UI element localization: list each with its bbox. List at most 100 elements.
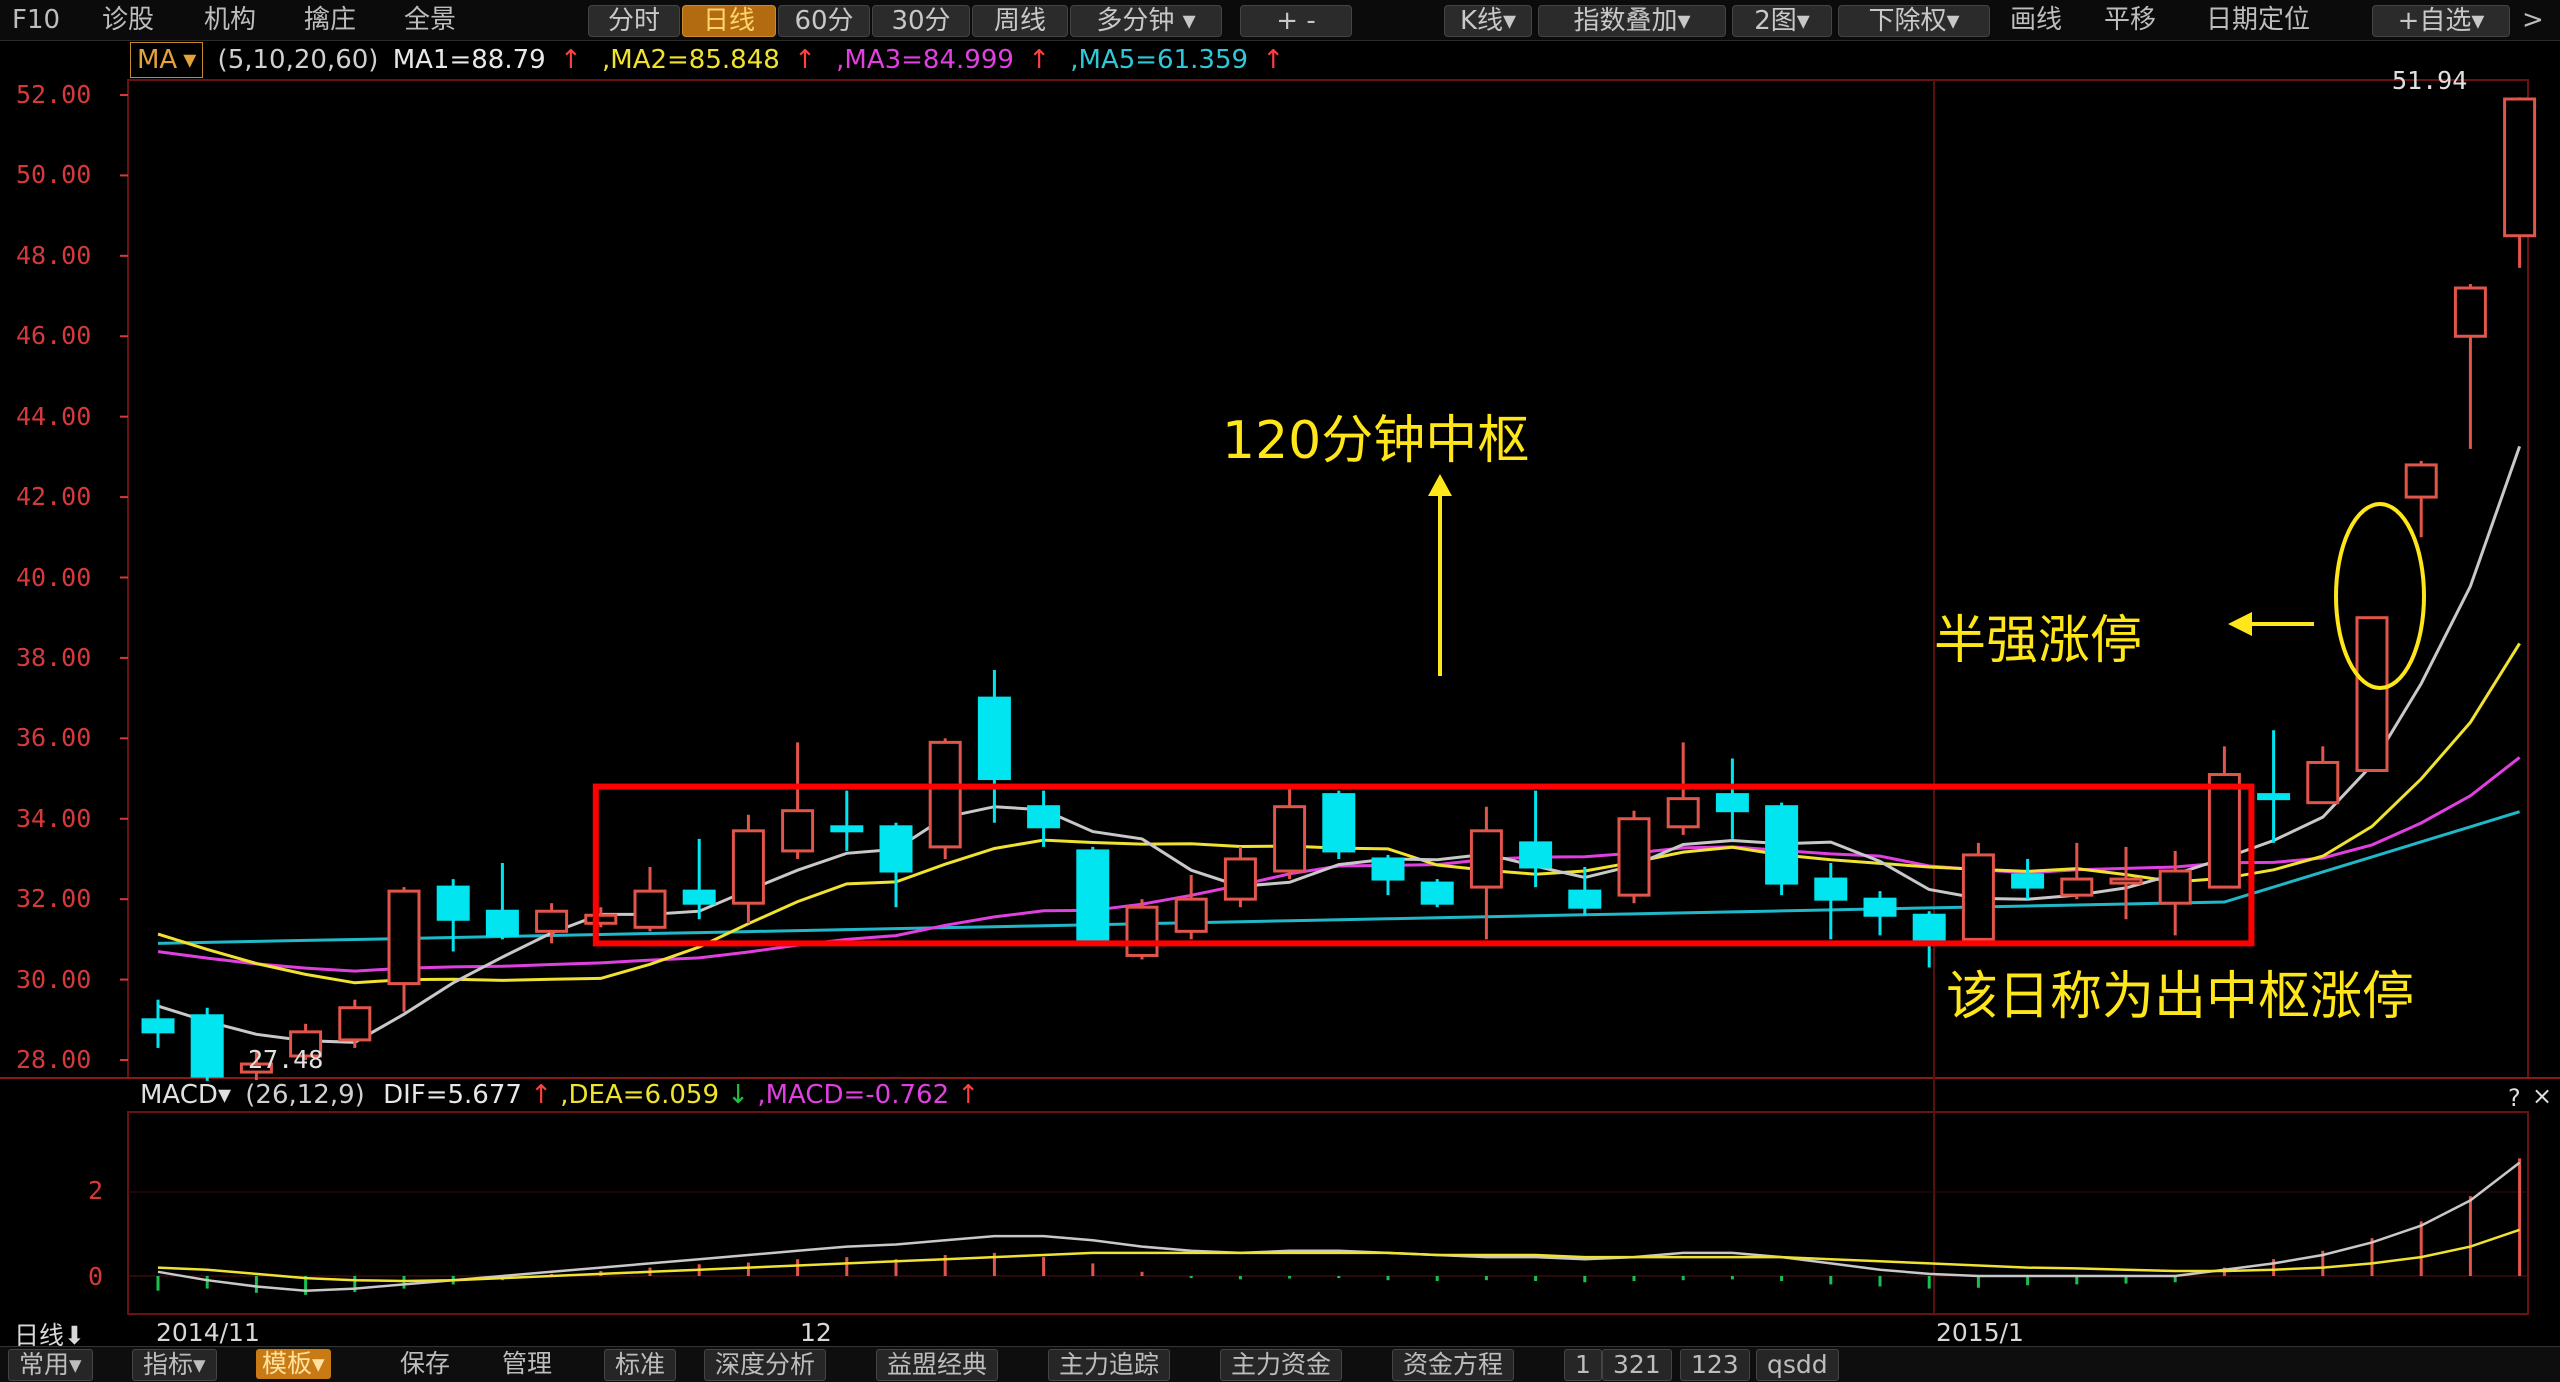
date-locate-button[interactable]: 日期定位 [2206, 5, 2311, 35]
candle-up [1174, 897, 1208, 933]
ma-params: (5,10,20,60) [217, 45, 379, 75]
ma-selector[interactable]: MA ▾ [130, 42, 204, 78]
tab-classic[interactable]: 益盟经典 [876, 1349, 999, 1381]
price-axis-label: 32.00 [16, 884, 92, 914]
two-chart-dropdown[interactable]: 2图▾ [1732, 5, 1832, 37]
candle-down [977, 696, 1011, 781]
diagnose-button[interactable]: 诊股 [102, 5, 155, 35]
tab-30min[interactable]: 30分 [872, 5, 970, 37]
tab-1[interactable]: 1 [1564, 1349, 1602, 1381]
candle-up [2453, 286, 2487, 338]
ex-rights-dropdown[interactable]: 下除权▾ [1838, 5, 1990, 37]
candle-up [584, 913, 618, 925]
panorama-button[interactable]: 全景 [404, 5, 457, 35]
chevron-down-icon: ▾ [1796, 6, 1810, 36]
candle-down [1715, 793, 1749, 813]
tab-60min[interactable]: 60分 [778, 5, 870, 37]
tab-321[interactable]: 321 [1602, 1349, 1672, 1381]
candle-down [1076, 849, 1110, 941]
price-axis-label: 34.00 [16, 803, 92, 833]
candle-down [1027, 805, 1061, 829]
index-overlay-dropdown[interactable]: 指数叠加▾ [1538, 5, 1726, 37]
half-strong-annotation: 半强涨停 [1934, 611, 2143, 671]
price-axis-label: 44.00 [16, 401, 92, 431]
date-label-nov: 2014/11 [156, 1318, 260, 1347]
pan-button[interactable]: 平移 [2104, 5, 2157, 35]
candle-down [1322, 793, 1356, 853]
date-label-dec: 12 [800, 1318, 832, 1347]
tab-main-funds[interactable]: 主力资金 [1220, 1349, 1343, 1381]
tab-main-track[interactable]: 主力追踪 [1048, 1349, 1171, 1381]
tab-daily[interactable]: 日线 [682, 5, 776, 37]
dif-value: DIF=5.677 ↑ [383, 1080, 552, 1110]
price-axis-label: 28.00 [16, 1045, 92, 1074]
candle-down [1420, 881, 1454, 905]
candle-down [2011, 873, 2045, 889]
macd-params: (26,12,9) [245, 1080, 365, 1110]
help-icon[interactable]: ? [2508, 1084, 2521, 1112]
institution-button[interactable]: 机构 [204, 5, 257, 35]
candle-down [1814, 877, 1848, 901]
top-toolbar: F10 诊股 机构 擒庄 全景 分时 日线 60分 30分 周线 多分钟 ▾ +… [0, 0, 2560, 41]
tab-fund-equation[interactable]: 资金方程 [1392, 1349, 1515, 1381]
tab-qsdd[interactable]: qsdd [1756, 1349, 1839, 1381]
candles [141, 97, 2537, 1081]
candle-up [387, 889, 421, 986]
tab-weekly[interactable]: 周线 [972, 5, 1068, 37]
manage-button[interactable]: 管理 [502, 1349, 553, 1378]
tab-standard[interactable]: 标准 [604, 1349, 677, 1381]
kline-chart[interactable] [0, 0, 2560, 1346]
price-low-marker: 27.48 [248, 1045, 324, 1074]
bottom-toolbar: 常用▾ 指标▾ 模板▾ 保存 管理 标准 深度分析 益盟经典 主力追踪 主力资金… [0, 1346, 2560, 1382]
tab-deep-analysis[interactable]: 深度分析 [704, 1349, 827, 1381]
candle-down [1568, 889, 1602, 909]
candle-down [141, 1018, 175, 1034]
price-axis-label: 48.00 [16, 240, 92, 270]
candle-up [289, 1030, 323, 1058]
price-axis-label: 46.00 [16, 321, 92, 351]
price-high-marker: 51.94 [2392, 66, 2468, 95]
save-button[interactable]: 保存 [400, 1349, 451, 1378]
candle-down [1863, 897, 1897, 917]
candle-down [436, 885, 470, 921]
macd-panel-frame [127, 1111, 2529, 1315]
chevron-down-icon: ▾ [1503, 6, 1517, 36]
macd-axis-label-2: 2 [88, 1176, 104, 1205]
period-indicator[interactable]: 日线⬇ [14, 1321, 85, 1350]
dealer-button[interactable]: 擒庄 [304, 5, 357, 35]
tab-common[interactable]: 常用▾ [8, 1349, 93, 1381]
price-axis-label: 52.00 [16, 80, 92, 109]
macd-selector[interactable]: MACD▾ [140, 1080, 231, 1110]
candle-down [830, 825, 864, 833]
candle-up [2355, 616, 2389, 772]
f10-button[interactable]: F10 [12, 5, 61, 35]
tab-intraday[interactable]: 分时 [588, 5, 680, 37]
collapse-button[interactable]: > [2522, 5, 2544, 35]
tab-template[interactable]: 模板▾ [256, 1349, 331, 1379]
pivot-annotation: 120分钟中枢 [1222, 411, 1530, 471]
ma3-value: ,MA3=84.999 ↑ [836, 45, 1050, 75]
kline-dropdown[interactable]: K线▾ [1444, 5, 1532, 37]
half-strong-arrow-head [2228, 612, 2252, 636]
add-watchlist-dropdown[interactable]: +自选▾ [2372, 5, 2510, 37]
candle-up [239, 1062, 273, 1074]
candle-up [633, 889, 667, 929]
close-icon[interactable]: × [2532, 1082, 2553, 1110]
candle-up [1666, 797, 1700, 829]
chevron-down-icon: ▾ [1677, 6, 1691, 36]
arrow-down-icon: ⬇ [64, 1321, 85, 1350]
zoom-button[interactable]: + - [1240, 5, 1352, 37]
candle-up [1617, 817, 1651, 897]
tab-indicators[interactable]: 指标▾ [132, 1349, 217, 1381]
pivot-zone-frame [592, 783, 2255, 947]
tab-123[interactable]: 123 [1680, 1349, 1750, 1381]
ma2-value: ,MA2=85.848 ↑ [602, 45, 816, 75]
tab-multi-minute[interactable]: 多分钟 ▾ [1070, 5, 1222, 37]
candle-up [2207, 773, 2241, 889]
draw-line-button[interactable]: 画线 [2010, 5, 2063, 35]
candle-up [1273, 805, 1307, 873]
macd-value: ,MACD=-0.762 ↑ [757, 1080, 980, 1110]
price-axis-label: 40.00 [16, 562, 92, 592]
candle-up [2109, 877, 2143, 885]
price-axis-label: 38.00 [16, 642, 92, 672]
